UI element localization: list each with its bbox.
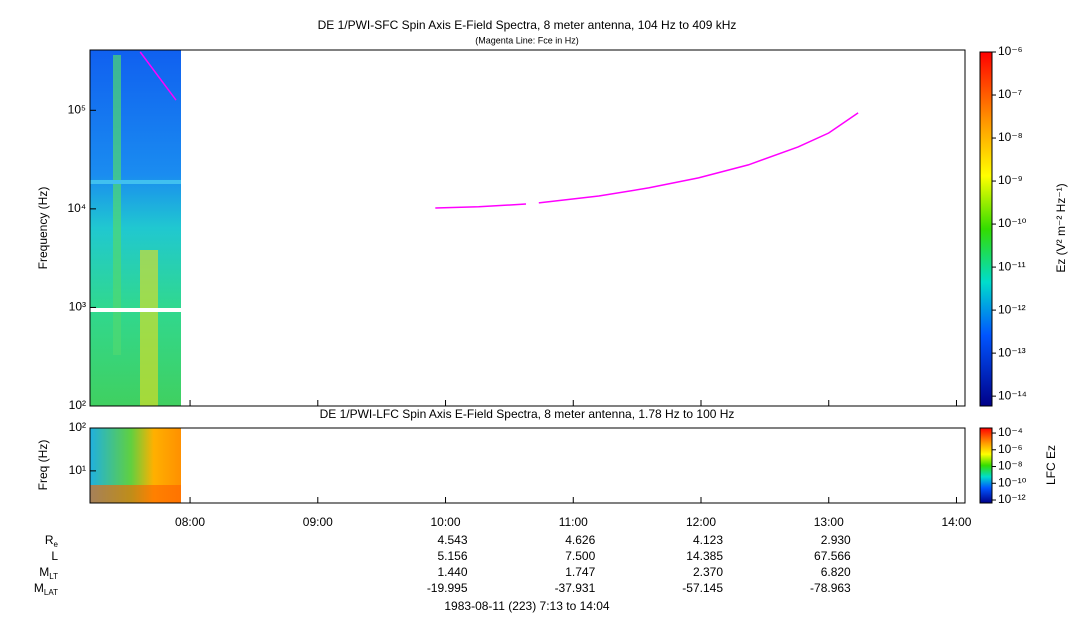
x-tick-label: 13:00 <box>814 515 844 529</box>
y-tick-label: 10³ <box>69 300 86 314</box>
ephemeris-value: 67.566 <box>814 549 851 563</box>
colorbar <box>979 51 993 407</box>
colorbar-tick-label: 10⁻¹⁰ <box>998 475 1027 489</box>
ephemeris-value: 14.385 <box>686 549 723 563</box>
colorbar-tick-label: 10⁻⁶ <box>998 442 1023 456</box>
ephemeris-value: -57.145 <box>682 581 723 595</box>
y-tick-label: 10² <box>69 420 86 434</box>
colorbar-tick-label: 10⁻⁸ <box>998 459 1023 473</box>
x-tick-label: 10:00 <box>431 515 461 529</box>
ephemeris-label-sub: LAT <box>44 588 58 597</box>
y-axis-label: Freq (Hz) <box>36 440 50 491</box>
colorbar-tick-label: 10⁻¹² <box>998 302 1026 316</box>
ephemeris-value: 1.440 <box>437 565 467 579</box>
ephemeris-value: 1.747 <box>565 565 595 579</box>
spectrogram-image <box>90 50 181 503</box>
ephemeris-value: 2.370 <box>693 565 723 579</box>
x-tick-label: 09:00 <box>303 515 333 529</box>
x-tick-label: 08:00 <box>175 515 205 529</box>
ephemeris-label-sub: e <box>54 540 59 549</box>
ephemeris-value: 4.123 <box>693 533 723 547</box>
colorbar-tick-label: 10⁻⁴ <box>998 425 1023 439</box>
chart-title: DE 1/PWI-SFC Spin Axis E-Field Spectra, … <box>318 18 737 32</box>
colorbar-tick-label: 10⁻⁶ <box>998 44 1023 58</box>
x-tick-label: 12:00 <box>686 515 716 529</box>
ephemeris-value: 4.626 <box>565 533 595 547</box>
colorbar-tick-label: 10⁻¹⁴ <box>998 388 1027 402</box>
x-tick-label: 11:00 <box>559 515 588 529</box>
y-tick-label: 10² <box>69 398 86 412</box>
y-tick-label: 10⁴ <box>67 201 86 215</box>
ephemeris-value: 2.930 <box>821 533 851 547</box>
plot-frame <box>89 427 966 504</box>
x-tick-label: 14:00 <box>941 515 971 529</box>
y-axis-label: Frequency (Hz) <box>36 187 50 270</box>
ephemeris-label-sub: LT <box>49 572 58 581</box>
fce-line <box>139 51 859 209</box>
ephemeris-label: Re <box>45 533 59 549</box>
colorbar-tick-label: 10⁻¹² <box>998 492 1026 506</box>
colorbar-tick-label: 10⁻⁸ <box>998 130 1023 144</box>
ephemeris-label: MLT <box>39 565 58 581</box>
colorbar-tick-label: 10⁻¹⁰ <box>998 216 1027 230</box>
ephemeris-label: MLAT <box>34 581 58 597</box>
ephemeris-value: 5.156 <box>437 549 467 563</box>
chart-subtitle: (Magenta Line: Fce in Hz) <box>475 35 579 45</box>
ephemeris-value: -19.995 <box>427 581 468 595</box>
colorbar-tick-label: 10⁻⁹ <box>998 173 1023 187</box>
ephemeris-value: 6.820 <box>821 565 851 579</box>
ephemeris-label-main: M <box>34 581 44 595</box>
ephemeris-value: 7.500 <box>565 549 595 563</box>
colorbar-tick-label: 10⁻¹³ <box>998 345 1026 359</box>
ephemeris-value: -37.931 <box>555 581 596 595</box>
y-tick-label: 10¹ <box>69 463 86 477</box>
colorbar-label: Ez (V² m⁻² Hz⁻¹) <box>1054 183 1068 272</box>
ephemeris-label-main: M <box>39 565 49 579</box>
y-tick-label: 10⁵ <box>68 102 86 116</box>
ephemeris-label-main: R <box>45 533 54 547</box>
colorbar-tick-label: 10⁻⁷ <box>998 87 1022 101</box>
ephemeris-value: -78.963 <box>810 581 851 595</box>
colorbar-tick-label: 10⁻¹¹ <box>998 259 1026 273</box>
footer: 1983-08-11 (223) 7:13 to 14:04 <box>444 599 610 613</box>
ephemeris-label: L <box>51 549 58 563</box>
ephemeris-value: 4.543 <box>437 533 467 547</box>
plot-frame <box>89 49 966 407</box>
ephemeris-label-main: L <box>51 549 58 563</box>
chart-title: DE 1/PWI-LFC Spin Axis E-Field Spectra, … <box>320 407 735 421</box>
colorbar-label: LFC Ez <box>1044 445 1058 485</box>
colorbar <box>979 427 993 504</box>
